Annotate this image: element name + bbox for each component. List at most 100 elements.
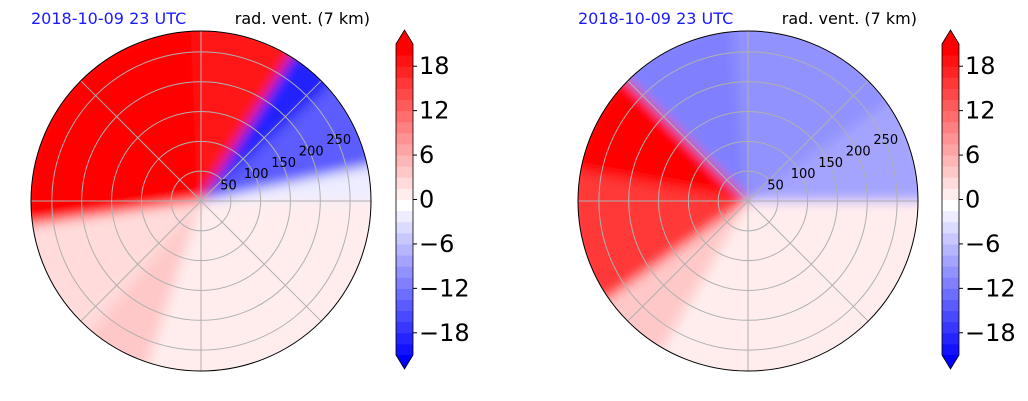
panel-1-colorbar-band-7 [396, 277, 413, 289]
panel-2-colorbar-band-8 [942, 266, 959, 278]
panel-2-colorbar-outline [941, 29, 960, 370]
panel-2-colorbar-band-2 [942, 332, 959, 345]
panel-1-cb-label-neg18: −18 [419, 319, 470, 347]
panel-1-field-sector-7 [201, 163, 371, 201]
panel-1-colorbar-band-12 [396, 221, 413, 234]
panel-1-colorbar [395, 29, 417, 370]
panel-2-colorbar-extend-low [942, 355, 959, 369]
panel-2-colorbar-band-25 [942, 77, 959, 89]
panel-1-field-sector-2 [31, 31, 201, 227]
panel-2-field-sector-2 [578, 169, 748, 305]
panel-1-ring-label-50: 50 [220, 179, 237, 194]
panel-2-colorbar-band-19 [942, 143, 959, 156]
panel-2-ring-label-200: 200 [846, 144, 871, 159]
panel-2-field-sector-6 [748, 97, 918, 201]
panel-1-colorbar-band-6 [396, 288, 413, 300]
panel-1-grid-spoke-4 [80, 80, 202, 202]
panel-2-cb-label-neg6: −6 [965, 230, 1000, 258]
panel-1-colorbar-band-27 [396, 55, 413, 67]
panel-1-colorbar-band-9 [396, 255, 413, 267]
panel-1-colorbar-band-21 [396, 121, 413, 134]
panel-1-field-sector-9 [201, 48, 335, 201]
panel-1-cb-label-neg12: −12 [419, 274, 470, 302]
panel-2-cb-label-neg12: −12 [965, 274, 1016, 302]
panel-1-colorbar-extend-low [396, 355, 413, 369]
panel-1-colorbar-band-28 [396, 44, 413, 56]
panel-2-colorbar [941, 29, 963, 370]
panel-1-cb-label-12: 12 [419, 97, 450, 125]
panel-1-grid-spoke-2 [200, 80, 322, 202]
panel-2-colorbar-band-10 [942, 243, 959, 256]
panel-2-cb-label-18: 18 [965, 52, 996, 80]
panel-2-colorbar-band-13 [942, 210, 959, 223]
panel-2-cb-label-6: 6 [965, 141, 980, 169]
panel-1-colorbar-band-23 [396, 99, 413, 112]
panel-1-field-sector-8 [201, 80, 371, 201]
panel-2-colorbar-band-26 [942, 66, 959, 78]
panel-2-polar-grid [578, 31, 918, 371]
panel-1-field-sector-5 [145, 201, 291, 371]
panel-2-colorbar-band-24 [942, 88, 959, 101]
panel-1-colorbar-ticks: 18 12 6 0 −6 −12 −18 [419, 52, 470, 347]
panel-2-colorbar-band-6 [942, 288, 959, 300]
panel-1-cb-label-18: 18 [419, 52, 450, 80]
panel-1-grid-spoke-8 [200, 200, 322, 322]
panel-1-colorbar-band-20 [396, 132, 413, 145]
panel-1-colorbar-extend-high [396, 30, 413, 44]
panel-1-title-right: rad. vent. (7 km) [235, 9, 370, 28]
panel-2-ring-label-100: 100 [791, 167, 816, 182]
panel-2-ring-label-150: 150 [818, 156, 843, 171]
panel-1-title-left: 2018-10-09 23 UTC [31, 9, 186, 28]
panel-2-title-right: rad. vent. (7 km) [782, 9, 917, 28]
panel-2-colorbar-band-23 [942, 99, 959, 112]
panel-1-colorbar-band-13 [396, 210, 413, 223]
panel-2-cb-label-neg18: −18 [965, 319, 1016, 347]
panel-1: 2018-10-09 23 UTC rad. vent. (7 km) 50 1… [30, 9, 470, 372]
panel-2-cb-label-12: 12 [965, 97, 996, 125]
panel-1-colorbar-band-26 [396, 66, 413, 78]
panel-2-colorbar-band-18 [942, 155, 959, 167]
panel-2-grid-spoke-6 [627, 200, 749, 322]
panel-1-colorbar-band-15 [396, 188, 413, 200]
panel-1-cb-label-neg6: −6 [419, 230, 454, 258]
panel-2-colorbar-band-14 [942, 199, 959, 212]
panel-2-colorbar-extend-high [942, 30, 959, 44]
panel-1-field-sector-3 [31, 201, 201, 339]
panel-2-colorbar-band-22 [942, 110, 959, 123]
panel-2-grid-spoke-2 [747, 80, 869, 202]
panel-1-radial-labels: 50 100 150 200 250 [220, 133, 351, 194]
panel-2-field-sector-3 [600, 201, 748, 357]
panel-1-colorbar-band-25 [396, 77, 413, 89]
panel-2: 2018-10-09 23 UTC rad. vent. (7 km) 50 1… [577, 9, 1016, 372]
panel-1-colorbar-band-19 [396, 143, 413, 156]
panel-2-colorbar-band-17 [942, 166, 959, 178]
panel-2-colorbar-band-21 [942, 121, 959, 134]
panel-1-cb-label-0: 0 [419, 186, 434, 214]
panel-2-grid-spoke-8 [747, 200, 869, 322]
panel-2-colorbar-band-4 [942, 310, 959, 323]
panel-2-colorbar-band-5 [942, 299, 959, 312]
panel-2-title-left: 2018-10-09 23 UTC [578, 9, 733, 28]
panel-1-cb-label-6: 6 [419, 141, 434, 169]
panel-1-colorbar-band-2 [396, 332, 413, 345]
panel-1-outer-circle [30, 30, 372, 372]
panel-2-colorbar-band-12 [942, 221, 959, 234]
panel-1-colorbar-outline [395, 29, 414, 370]
panel-2-outer-circle [577, 30, 919, 372]
panel-2-radial-labels: 50 100 150 200 250 [767, 133, 898, 194]
panel-2-ring-label-50: 50 [767, 179, 784, 194]
panel-1-polar-grid [31, 31, 371, 371]
panel-2-field-sector-1 [578, 73, 748, 201]
panel-1-ring-label-100: 100 [244, 167, 269, 182]
panel-1-colorbar-band-14 [396, 199, 413, 212]
panel-1-colorbar-band-24 [396, 88, 413, 101]
panel-1-ring-label-150: 150 [271, 156, 296, 171]
panel-1-colorbar-band-22 [396, 110, 413, 123]
panel-2-field-sector-8 [620, 31, 748, 201]
panel-2-colorbar-ticks: 18 12 6 0 −6 −12 −18 [965, 52, 1016, 347]
panel-1-velocity-field [31, 31, 371, 371]
panel-2-colorbar-band-1 [942, 343, 959, 356]
panel-2-colorbar-band-9 [942, 255, 959, 267]
panel-1-grid-spoke-6 [80, 200, 202, 322]
